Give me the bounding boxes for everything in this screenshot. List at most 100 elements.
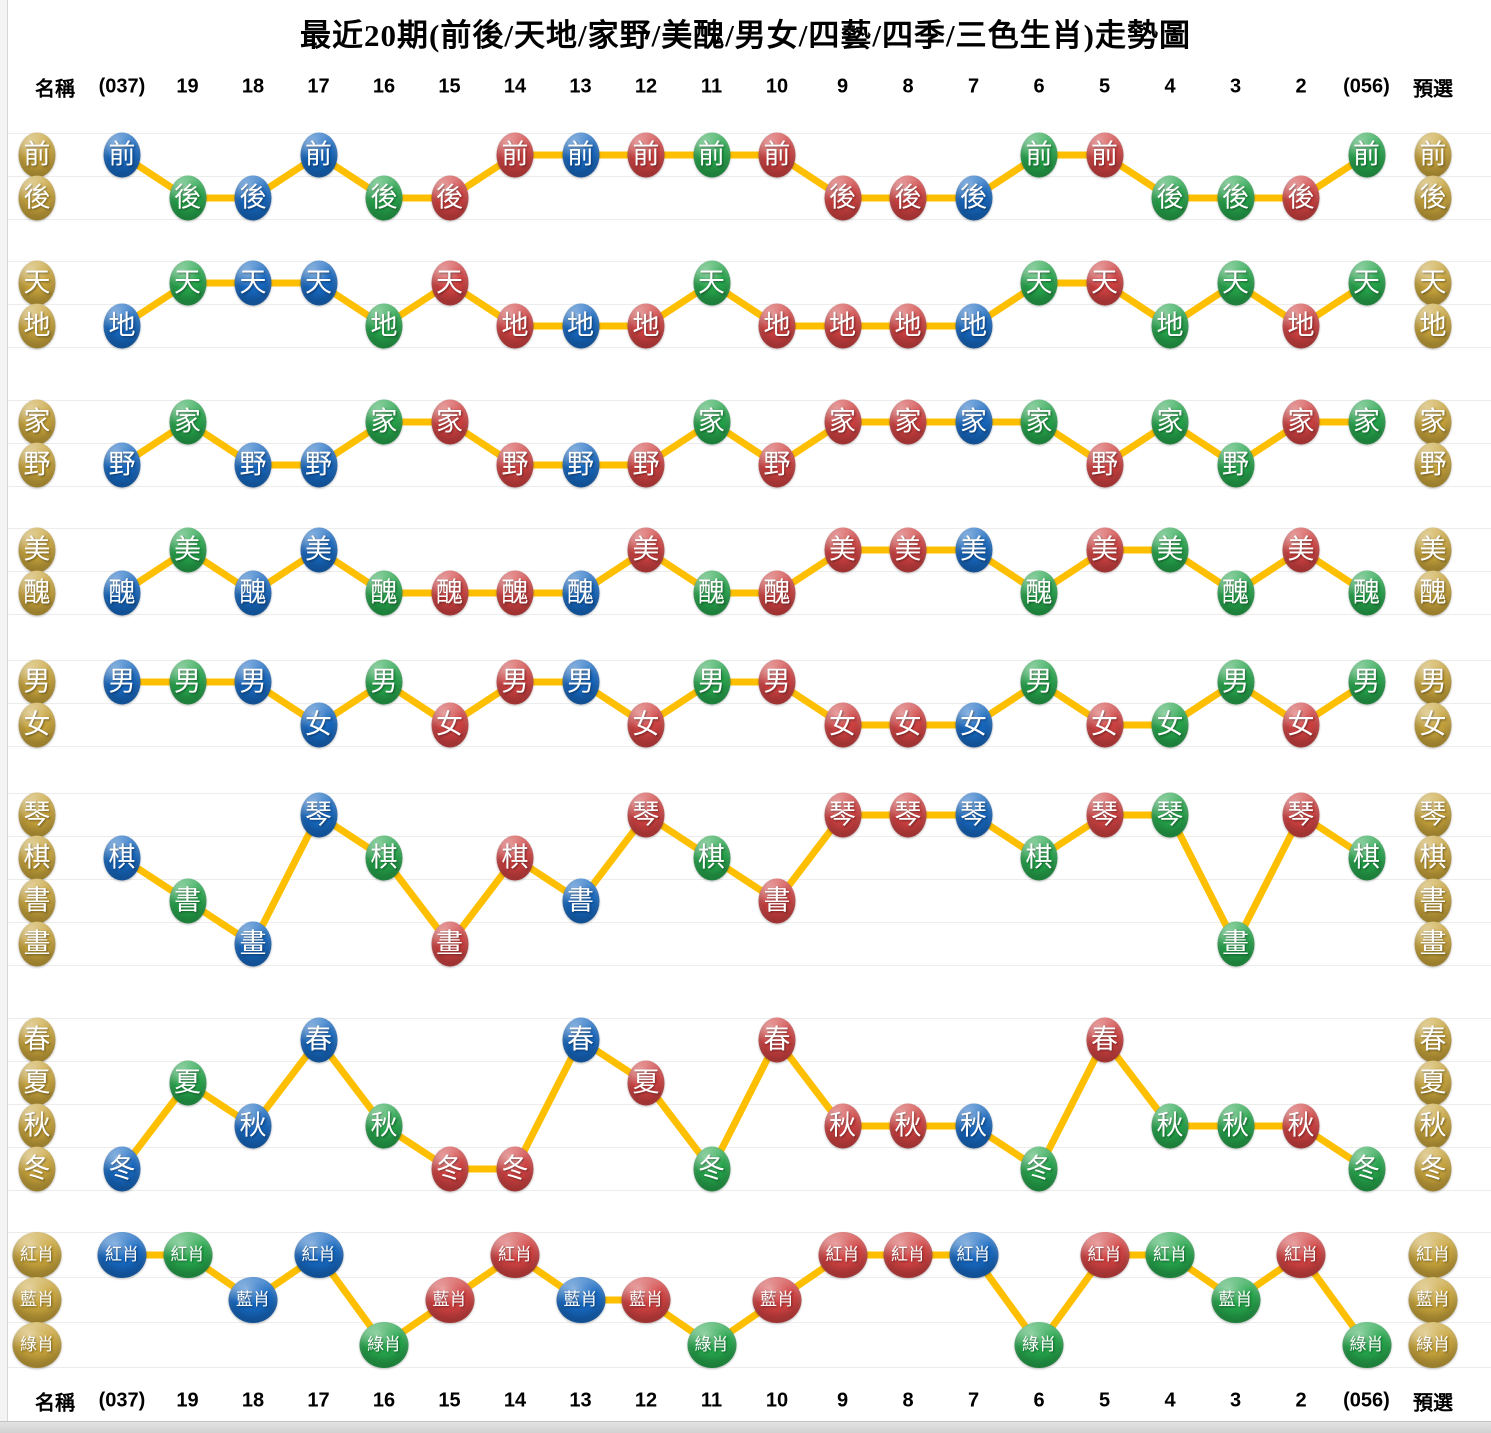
point-三色生肖-9: 紅肖 — [818, 1232, 867, 1278]
point-家野-6: 家 — [1020, 399, 1058, 445]
point-美醜-5: 美 — [1086, 527, 1123, 573]
point-三色生肖-2: 紅肖 — [1276, 1232, 1326, 1278]
point-男女-5: 女 — [1086, 702, 1123, 748]
preselect-畫[interactable]: 畫 — [1414, 921, 1452, 967]
preselect-春[interactable]: 春 — [1414, 1017, 1452, 1063]
point-四藝-6: 棋 — [1020, 835, 1058, 881]
header-preselect-label: 預選 — [1413, 1392, 1453, 1415]
point-天地-14: 地 — [496, 303, 534, 349]
point-三色生肖-14: 紅肖 — [490, 1232, 540, 1278]
point-家野-7: 家 — [955, 399, 992, 445]
point-男女-13: 男 — [562, 659, 599, 705]
header-period-5: 5 — [1098, 1389, 1111, 1412]
preselect-紅肖[interactable]: 紅肖 — [1408, 1232, 1458, 1278]
point-男女-19: 男 — [169, 659, 206, 705]
point-天地-11: 天 — [693, 260, 730, 306]
preselect-綠肖[interactable]: 綠肖 — [1408, 1322, 1458, 1368]
point-四季-18: 秋 — [234, 1103, 272, 1149]
point-四藝-(037): 棋 — [103, 835, 141, 881]
preselect-家[interactable]: 家 — [1414, 399, 1452, 445]
point-四藝-5: 琴 — [1086, 792, 1123, 838]
header-period-15: 15 — [438, 75, 461, 98]
preselect-琴[interactable]: 琴 — [1414, 792, 1452, 838]
preselect-女[interactable]: 女 — [1414, 702, 1452, 748]
header-period-7: 7 — [967, 75, 980, 98]
point-男女-2: 女 — [1282, 702, 1320, 748]
point-家野-(037): 野 — [103, 442, 141, 488]
point-四藝-9: 琴 — [824, 792, 861, 838]
point-美醜-8: 美 — [889, 527, 927, 573]
header-period-5: 5 — [1098, 75, 1111, 98]
preselect-男[interactable]: 男 — [1414, 659, 1452, 705]
preselect-美[interactable]: 美 — [1414, 527, 1452, 573]
header-period-7: 7 — [967, 1389, 980, 1412]
point-天地-9: 地 — [824, 303, 861, 349]
preselect-天[interactable]: 天 — [1414, 260, 1452, 306]
header-period-2: 2 — [1295, 1389, 1307, 1412]
preselect-野[interactable]: 野 — [1414, 442, 1452, 488]
row-label-綠肖: 綠肖 — [12, 1322, 62, 1368]
point-家野-17: 野 — [300, 442, 337, 488]
point-四藝-14: 棋 — [496, 835, 534, 881]
page-title: 最近20期(前後/天地/家野/美醜/男女/四藝/四季/三色生肖)走勢圖 — [300, 18, 1191, 53]
preselect-藍肖[interactable]: 藍肖 — [1408, 1277, 1458, 1323]
horizontal-scrollbar[interactable] — [0, 1421, 1491, 1433]
row-label-棋: 棋 — [18, 835, 56, 881]
point-四季-11: 冬 — [693, 1146, 730, 1192]
preselect-前[interactable]: 前 — [1414, 132, 1452, 178]
point-前後-(037): 前 — [103, 132, 141, 178]
header-period-6: 6 — [1033, 75, 1045, 98]
row-label-地: 地 — [18, 303, 56, 349]
point-天地-(056): 天 — [1348, 260, 1385, 306]
point-天地-15: 天 — [431, 260, 468, 306]
point-美醜-17: 美 — [300, 527, 337, 573]
header-period-3: 3 — [1229, 75, 1242, 98]
header-period-9: 9 — [836, 75, 849, 98]
point-家野-15: 家 — [431, 399, 468, 445]
point-前後-8: 後 — [889, 175, 927, 221]
row-label-秋: 秋 — [18, 1103, 56, 1149]
header-period-(056): (056) — [1343, 1389, 1390, 1412]
point-四季-14: 冬 — [496, 1146, 534, 1192]
header-period-11: 11 — [700, 1389, 723, 1412]
point-男女-10: 男 — [758, 659, 796, 705]
point-前後-13: 前 — [562, 132, 599, 178]
point-天地-8: 地 — [889, 303, 927, 349]
point-前後-9: 後 — [824, 175, 861, 221]
point-前後-3: 後 — [1217, 175, 1254, 221]
point-三色生肖-17: 紅肖 — [294, 1232, 343, 1278]
point-男女-(037): 男 — [103, 659, 141, 705]
point-家野-8: 家 — [889, 399, 927, 445]
preselect-棋[interactable]: 棋 — [1414, 835, 1452, 881]
preselect-秋[interactable]: 秋 — [1414, 1103, 1452, 1149]
point-四季-12: 夏 — [627, 1060, 665, 1106]
row-label-畫: 畫 — [18, 921, 56, 967]
preselect-地[interactable]: 地 — [1414, 303, 1452, 349]
point-四藝-7: 琴 — [955, 792, 992, 838]
row-label-天: 天 — [18, 260, 56, 306]
point-四季-7: 秋 — [955, 1103, 992, 1149]
point-男女-17: 女 — [300, 702, 337, 748]
point-四藝-(056): 棋 — [1348, 835, 1385, 881]
preselect-夏[interactable]: 夏 — [1414, 1060, 1452, 1106]
point-美醜-15: 醜 — [431, 570, 468, 616]
row-label-書: 書 — [18, 878, 56, 924]
header-period-10: 10 — [765, 75, 789, 98]
preselect-醜[interactable]: 醜 — [1414, 570, 1452, 616]
preselect-冬[interactable]: 冬 — [1414, 1146, 1452, 1192]
point-四藝-13: 書 — [562, 878, 599, 924]
point-四藝-19: 書 — [169, 878, 206, 924]
point-家野-4: 家 — [1151, 399, 1189, 445]
preselect-後[interactable]: 後 — [1414, 175, 1452, 221]
point-家野-12: 野 — [627, 442, 665, 488]
row-label-女: 女 — [18, 702, 56, 748]
point-前後-12: 前 — [627, 132, 665, 178]
point-四藝-8: 琴 — [889, 792, 927, 838]
point-前後-14: 前 — [496, 132, 534, 178]
point-前後-2: 後 — [1282, 175, 1320, 221]
header-period-12: 12 — [634, 1389, 658, 1412]
point-三色生肖-8: 紅肖 — [883, 1232, 933, 1278]
header-period-4: 4 — [1164, 75, 1176, 98]
preselect-書[interactable]: 書 — [1414, 878, 1452, 924]
